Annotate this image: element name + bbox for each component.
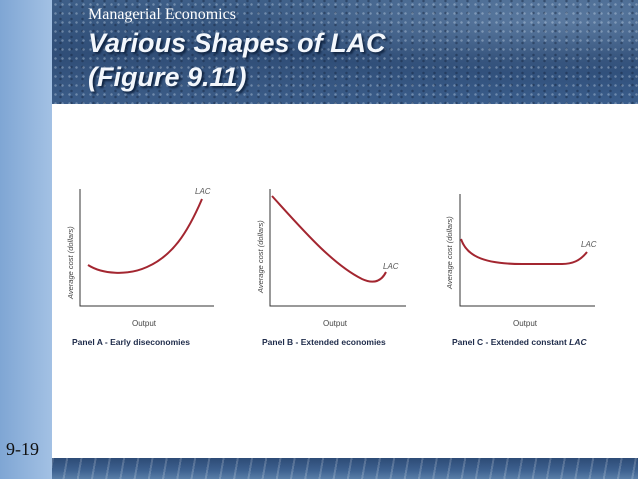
slide-header [52,0,638,104]
panel-a-caption: Panel A - Early diseconomies [72,337,190,347]
panel-a-x-axis-label: Output [132,319,157,328]
panel-a: Average cost (dollars) LAC Output Panel … [66,187,214,347]
panel-b-axes [269,189,406,307]
left-margin-strip [0,0,52,479]
panel-c-axes [459,194,595,307]
panel-a-lac-curve [87,198,203,274]
panel-c-caption: Panel C - Extended constant LAC [452,337,587,347]
panel-c-x-axis-label: Output [513,319,538,328]
panel-b-y-axis-label: Average cost (dollars) [256,220,265,294]
panel-b: Average cost (dollars) LAC Output Panel … [256,189,406,347]
panel-b-lac-curve [271,195,387,283]
slide-subtitle: (Figure 9.11) [88,62,247,92]
lac-shapes-figure: Average cost (dollars) LAC Output Panel … [66,187,597,347]
panel-a-axes [79,189,214,307]
footer-bar [52,458,638,479]
footer-texture [52,458,638,479]
panel-c-lac-curve [460,238,588,265]
panel-a-lac-label: LAC [195,187,211,196]
panel-b-caption: Panel B - Extended economies [262,337,386,347]
course-title: Managerial Economics [88,6,236,23]
header-texture [52,0,638,104]
panel-a-y-axis-label: Average cost (dollars) [66,226,75,300]
panel-c-y-axis-label: Average cost (dollars) [445,216,454,290]
slide-title: Various Shapes of LAC [88,28,386,58]
panel-c-lac-label: LAC [581,240,597,249]
panel-b-x-axis-label: Output [323,319,348,328]
panel-b-lac-label: LAC [383,262,399,271]
slide-content-area: Average cost (dollars) LAC Output Panel … [52,104,638,458]
panel-c: Average cost (dollars) LAC Output Panel … [445,194,597,347]
slide-number: 9-19 [6,439,39,459]
